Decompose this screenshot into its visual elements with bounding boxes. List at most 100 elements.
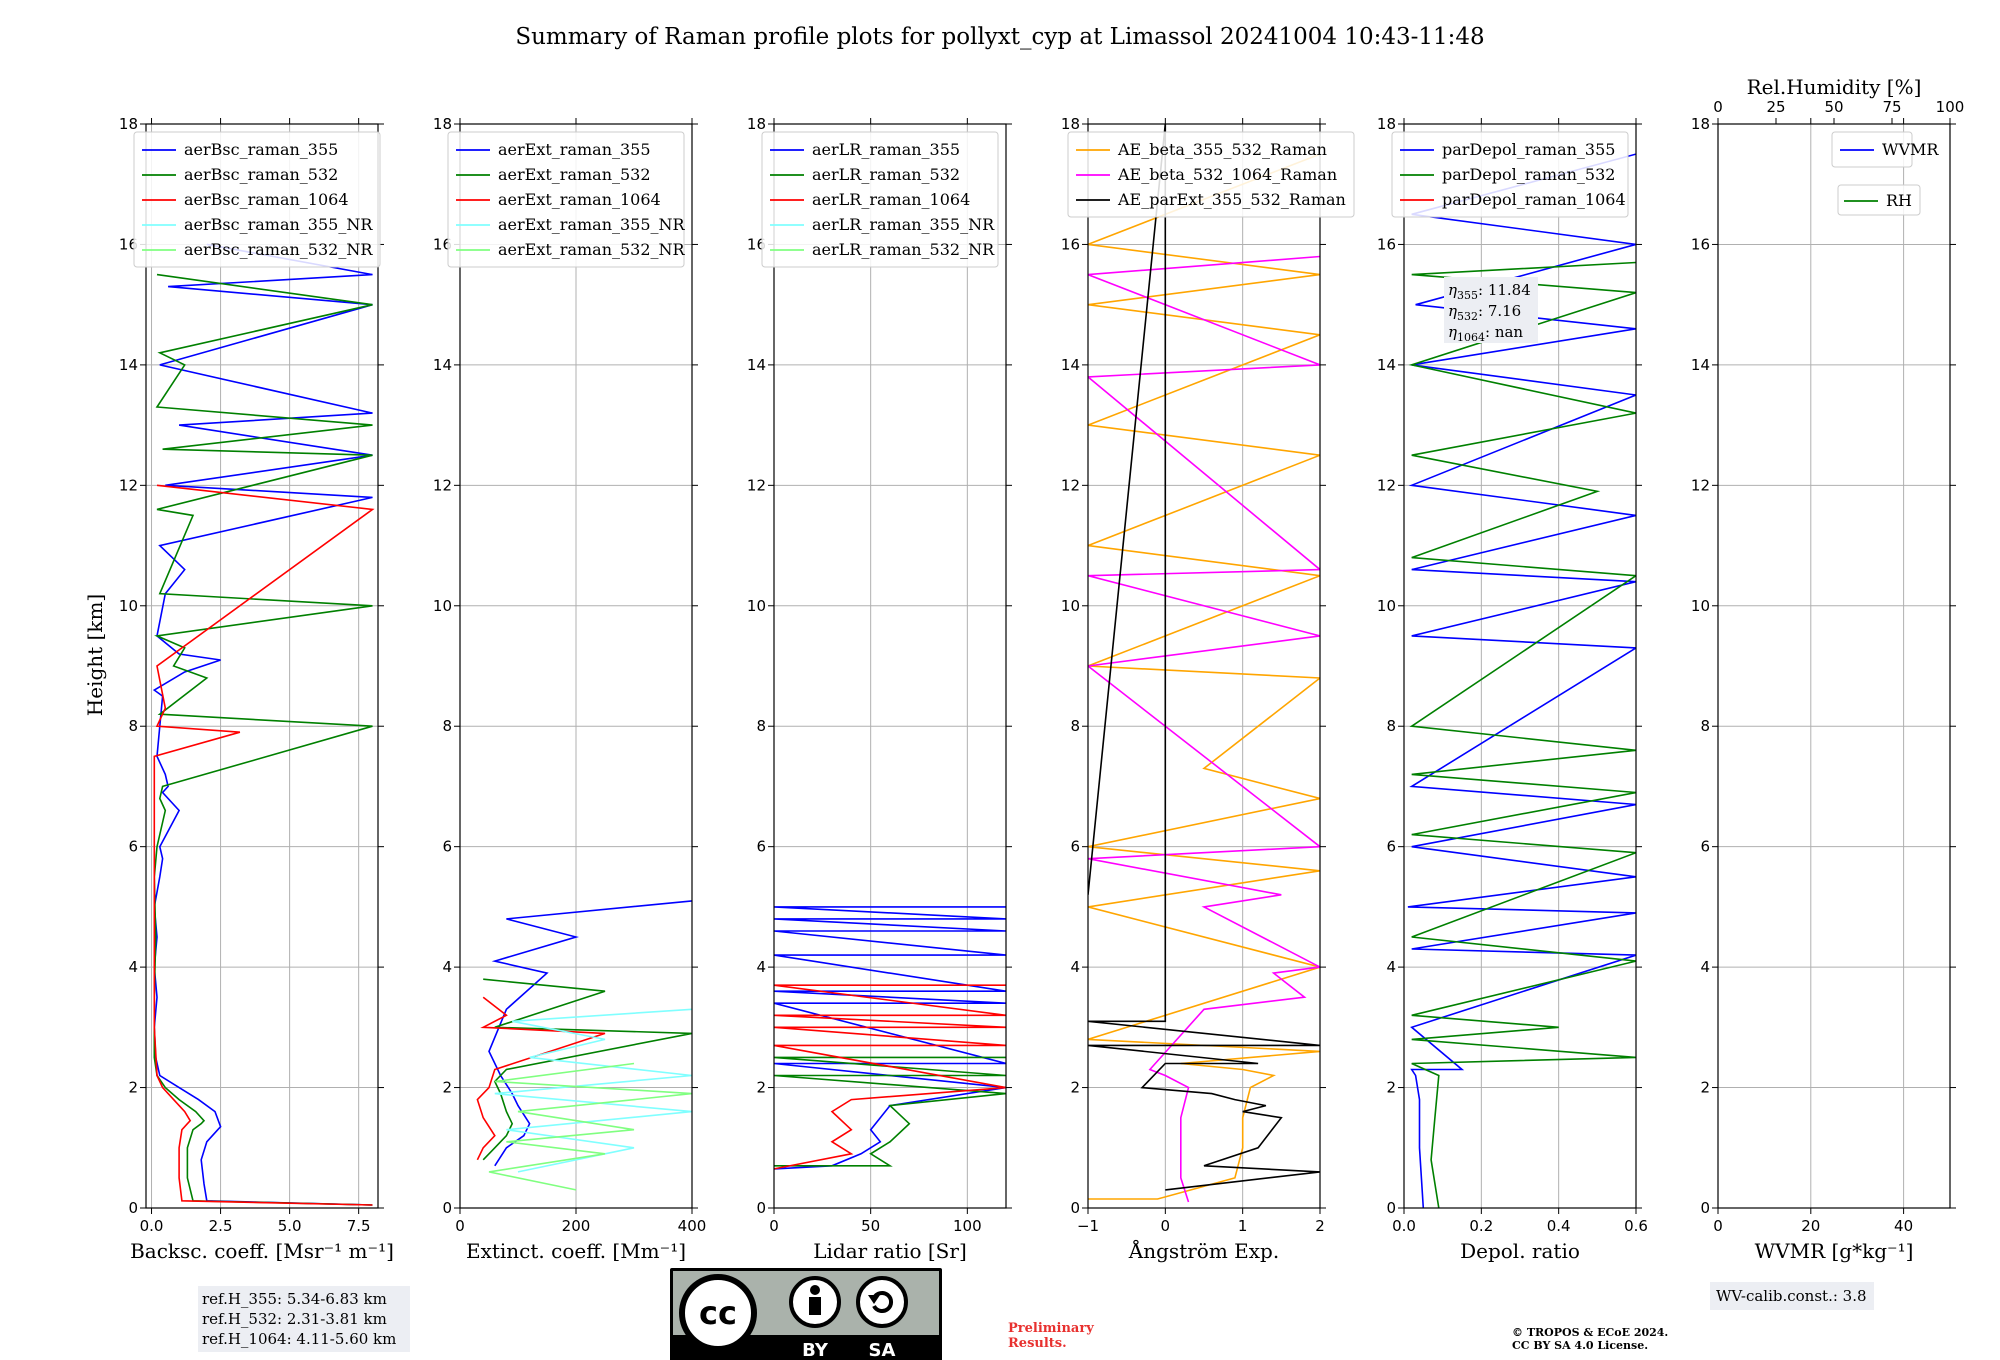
x-axis-label: WVMR [g*kg⁻¹]	[1755, 1239, 1914, 1263]
y-tick-label: 0	[756, 1199, 766, 1217]
by-person-head	[810, 1285, 820, 1295]
y-tick-label: 14	[433, 356, 452, 374]
series-group	[152, 243, 375, 1206]
legend-box	[761, 131, 999, 268]
y-tick-label: 4	[756, 958, 766, 976]
series-line-aerBsc_raman_532	[153, 273, 373, 1206]
x-tick-label: 50	[861, 1217, 880, 1235]
y-tick-label: 10	[1061, 597, 1080, 615]
x-tick-label: 5.0	[278, 1217, 302, 1235]
y-tick-label: 0	[1386, 1199, 1396, 1217]
legend-box	[1067, 131, 1355, 218]
x-tick-label: 20	[1801, 1217, 1820, 1235]
legend-label: aerLR_raman_1064	[812, 190, 970, 209]
y-tick-label: 16	[1377, 235, 1396, 253]
y-tick-label: 4	[1070, 958, 1080, 976]
y-tick-label: 6	[442, 838, 452, 856]
legend-label: aerBsc_raman_532_NR	[184, 240, 373, 259]
legend-label: WVMR	[1882, 140, 1939, 159]
series-line-aerExt_raman_532_NR	[488, 1062, 692, 1191]
y-tick-label: 2	[1386, 1079, 1396, 1097]
panel-extinction: 0 2 4 6 8 10 12 14 16 18 0 200 400 Extinct. coeff. [M…	[433, 115, 706, 1263]
y-tick-label: 16	[119, 235, 138, 253]
legend-label: AE_beta_355_532_Raman	[1117, 140, 1327, 159]
by-person-body	[809, 1297, 821, 1315]
y-tick-label: 18	[1061, 115, 1080, 133]
eta-subscript: 1064	[1457, 331, 1485, 344]
x-tick-label: 200	[562, 1217, 591, 1235]
y-tick-label: 12	[1061, 476, 1080, 494]
series-group	[1407, 153, 1636, 1208]
ref-height-line: ref.H_355: 5.34-6.83 km	[202, 1290, 387, 1308]
x-tick-label: 400	[678, 1217, 707, 1235]
series-line-aerExt_raman_355	[488, 900, 692, 1167]
y-tick-label: 6	[1386, 838, 1396, 856]
eta-line: η1064: nan	[1448, 323, 1523, 344]
y-tick-label: 18	[1377, 115, 1396, 133]
sa-share-arrowhead	[868, 1295, 880, 1304]
legend: aerLR_raman_355 aerLR_raman_532 aerLR_rama…	[761, 131, 999, 268]
wv-calib-text: WV-calib.const.: 3.8	[1716, 1287, 1867, 1305]
y-tick-label: 8	[1070, 717, 1080, 735]
x-axis-label: Lidar ratio [Sr]	[813, 1239, 967, 1263]
eta-value: : 11.84	[1478, 281, 1531, 299]
series-line-aerExt_raman_1064	[476, 996, 606, 1161]
y-tick-label: 4	[1386, 958, 1396, 976]
y-tick-label: 10	[1377, 597, 1396, 615]
x-tick-label: 2	[1315, 1217, 1325, 1235]
y-tick-label: 10	[433, 597, 452, 615]
eta-subscript: 532	[1457, 310, 1478, 323]
legend-label: aerExt_raman_1064	[498, 190, 661, 209]
y-tick-label: 16	[747, 235, 766, 253]
x2-tick-label: 75	[1882, 98, 1901, 116]
y-tick-label: 4	[128, 958, 138, 976]
legend-label: aerExt_raman_532	[498, 165, 651, 184]
series-line-aerLR_raman_1064	[774, 984, 1006, 1170]
y-tick-label: 12	[1377, 476, 1396, 494]
y-tick-label: 10	[747, 597, 766, 615]
legend-label: aerBsc_raman_355	[184, 140, 338, 159]
x-tick-label: 7.5	[347, 1217, 371, 1235]
series-line-aerBsc_raman_1064	[153, 484, 375, 1206]
y-tick-label: 8	[442, 717, 452, 735]
y-tick-label: 18	[433, 115, 452, 133]
y-tick-label: 8	[756, 717, 766, 735]
legend-label: parDepol_raman_355	[1442, 140, 1615, 159]
y-tick-label: 12	[433, 476, 452, 494]
panel-lidar_ratio: 0 2 4 6 8 10 12 14 16 18 0 50 100 Lidar ratio [Sr] aer…	[747, 115, 1012, 1263]
eta-line: η532: 7.16	[1448, 302, 1521, 323]
x2-tick-label: 50	[1824, 98, 1843, 116]
x-axis-label: Extinct. coeff. [Mm⁻¹]	[466, 1239, 686, 1263]
eta-symbol: η	[1448, 302, 1457, 320]
legend-label: aerBsc_raman_1064	[184, 190, 349, 209]
legend: WVMR RH	[1831, 131, 1939, 216]
y-tick-label: 2	[756, 1079, 766, 1097]
panel-frame	[1717, 123, 1951, 1209]
y-tick-label: 8	[128, 717, 138, 735]
panel-depolarization: 0 2 4 6 8 10 12 14 16 18 0.0 0.2 0.4 0.6 Depol. ratio p…	[1377, 115, 1648, 1263]
legend-label: aerLR_raman_532	[812, 165, 960, 184]
series-line-aerLR_raman_532	[774, 1056, 1006, 1167]
y-tick-label: 6	[128, 838, 138, 856]
legend2-label: RH	[1886, 191, 1912, 210]
x-tick-label: 1	[1238, 1217, 1248, 1235]
legend-box	[447, 131, 685, 268]
panel-frame	[1403, 123, 1637, 1209]
legend-label: aerExt_raman_532_NR	[498, 240, 686, 259]
legend-label: aerBsc_raman_532	[184, 165, 338, 184]
x2-tick-label: 100	[1936, 98, 1965, 116]
ref-height-line: ref.H_1064: 4.11-5.60 km	[202, 1330, 396, 1348]
x-axis-label: Ångström Exp.	[1128, 1238, 1279, 1263]
legend-label: parDepol_raman_1064	[1442, 190, 1626, 209]
y-tick-label: 0	[442, 1199, 452, 1217]
y-tick-label: 16	[1691, 235, 1710, 253]
x2-tick-label: 25	[1766, 98, 1785, 116]
panel-backscatter: 0 2 4 6 8 10 12 14 16 18 0.0 2.5 5.0 7.5 Backsc. coeff…	[119, 115, 410, 1352]
legend: parDepol_raman_355 parDepol_raman_532 parD…	[1391, 131, 1629, 218]
eta-value: : nan	[1485, 323, 1523, 341]
y-tick-label: 12	[119, 476, 138, 494]
series-line-aerBsc_raman_355	[152, 243, 373, 1206]
